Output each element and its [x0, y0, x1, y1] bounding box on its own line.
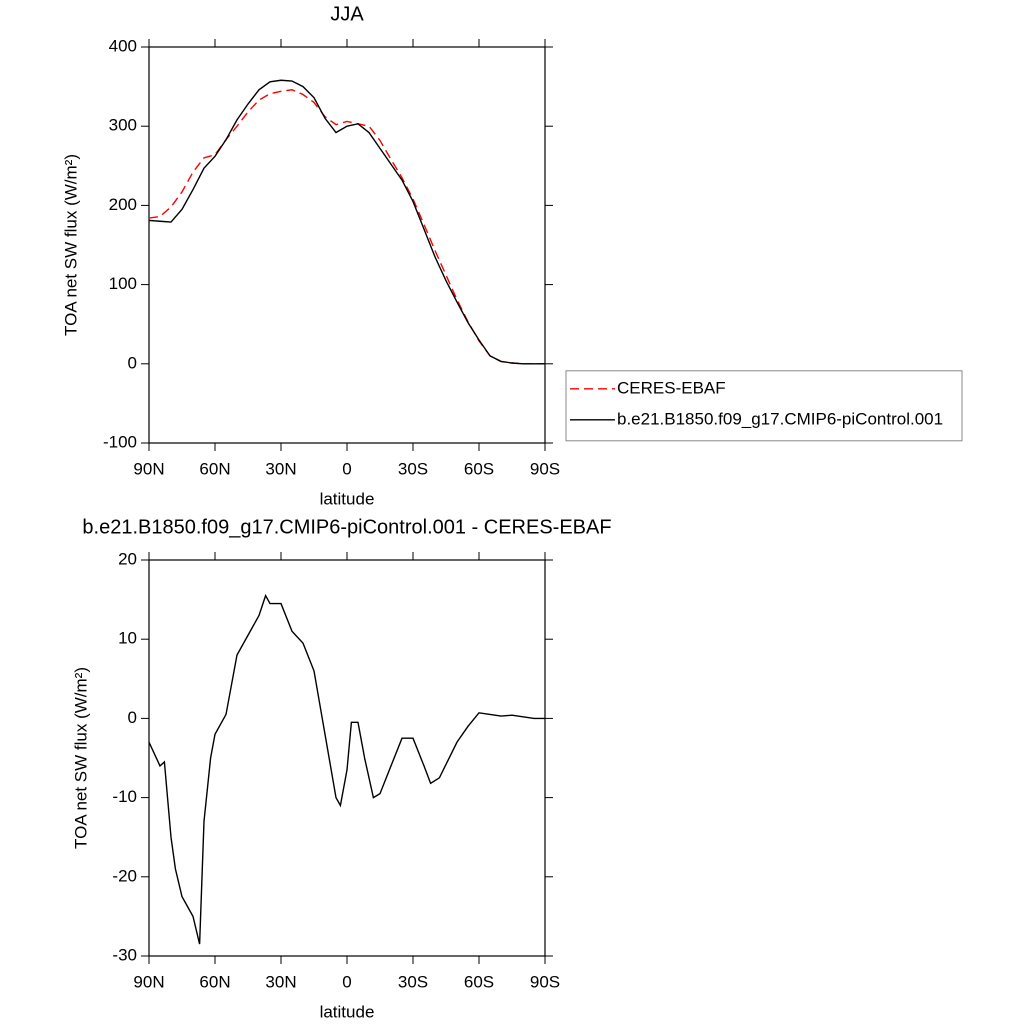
legend: CERES-EBAF b.e21.B1850.f09_g17.CMIP6-piCo… — [565, 370, 963, 442]
x-tick-label: 60N — [199, 459, 230, 478]
y-tick-label: -20 — [112, 866, 137, 885]
x-tick-label: 90N — [133, 972, 164, 991]
x-tick-label: 90S — [530, 972, 560, 991]
y-tick-label: -100 — [103, 432, 137, 451]
data-line — [148, 593, 545, 945]
plot-frame — [148, 559, 546, 957]
x-tick-label: 30S — [398, 972, 428, 991]
legend-box — [565, 370, 963, 442]
y-tick-label: 300 — [109, 116, 137, 135]
x-tick-label: 60S — [464, 972, 494, 991]
y-axis-label: TOA net SW flux (W/m²) — [61, 154, 80, 336]
chart-title: b.e21.B1850.f09_g17.CMIP6-piControl.001 … — [82, 516, 611, 538]
x-tick-label: 90N — [133, 459, 164, 478]
y-tick-label: -10 — [112, 787, 137, 806]
y-tick-label: 200 — [109, 195, 137, 214]
x-tick-label: 60S — [464, 459, 494, 478]
x-tick-label: 90S — [530, 459, 560, 478]
y-axis-label: TOA net SW flux (W/m²) — [71, 667, 90, 849]
y-tick-label: 20 — [118, 549, 137, 568]
plot-frame — [148, 46, 546, 444]
x-axis-label: latitude — [320, 1002, 375, 1021]
y-tick-label: 400 — [109, 36, 137, 55]
y-tick-label: 10 — [118, 629, 137, 648]
data-line — [148, 79, 545, 365]
x-axis-label: latitude — [320, 489, 375, 508]
chart-title: JJA — [330, 3, 364, 25]
legend-label: b.e21.B1850.f09_g17.CMIP6-piControl.001 — [617, 409, 943, 428]
y-tick-label: 0 — [128, 708, 137, 727]
y-tick-label: 100 — [109, 274, 137, 293]
x-tick-label: 0 — [342, 459, 351, 478]
x-tick-label: 30S — [398, 459, 428, 478]
x-tick-label: 60N — [199, 972, 230, 991]
y-tick-label: -30 — [112, 945, 137, 964]
x-tick-label: 30N — [265, 459, 296, 478]
x-tick-label: 30N — [265, 972, 296, 991]
data-line — [148, 89, 545, 365]
y-tick-label: 0 — [128, 353, 137, 372]
legend-label: CERES-EBAF — [617, 378, 726, 397]
x-tick-label: 0 — [342, 972, 351, 991]
